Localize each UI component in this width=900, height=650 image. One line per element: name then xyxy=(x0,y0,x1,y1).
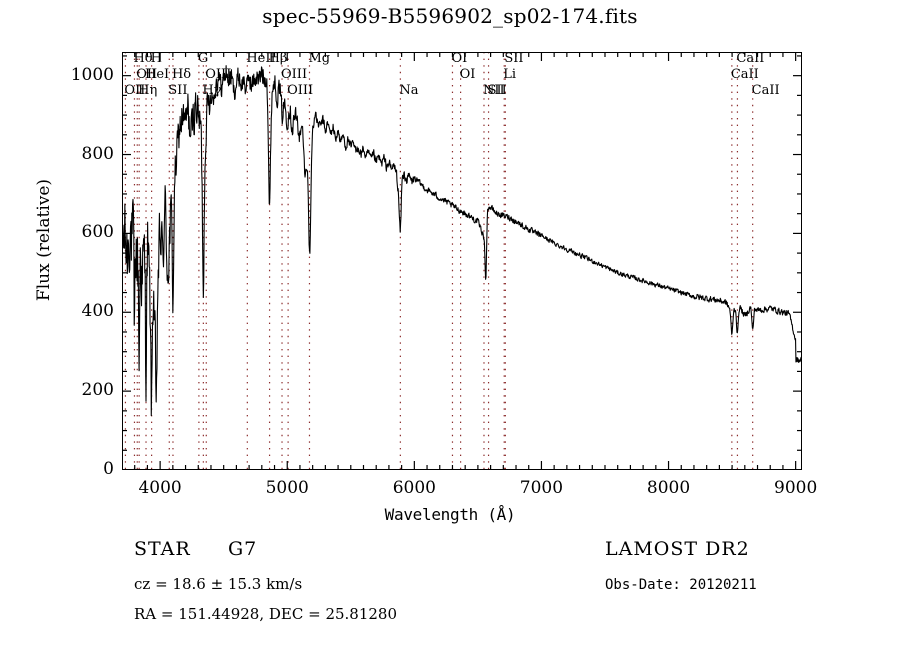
spectral-line-label: Hθ xyxy=(133,51,153,66)
spectral-line-label: CaII xyxy=(736,51,765,66)
spectral-line-label: Li xyxy=(503,67,516,82)
y-tick-label: 600 xyxy=(81,222,114,243)
spectral-line-label: OII xyxy=(136,67,158,82)
x-tick-label: 7000 xyxy=(519,478,564,498)
y-tick-label: 1000 xyxy=(70,64,114,85)
y-tick-label: 800 xyxy=(81,143,114,164)
x-tick-label: 5000 xyxy=(265,478,309,498)
spectral-line-label: HeI xyxy=(145,67,170,82)
spectral-line-label: G xyxy=(197,51,209,66)
plot-frame xyxy=(122,52,802,470)
footer-coords: RA = 151.44928, DEC = 25.81280 xyxy=(134,605,398,623)
footer-spectral-class: G7 xyxy=(228,538,258,560)
spectral-line-label: OII xyxy=(124,83,146,98)
spectral-line-label: OIII xyxy=(205,67,232,82)
spectral-line-label: SII xyxy=(504,51,524,66)
x-tick-label: 9000 xyxy=(774,478,818,498)
spectral-line-label: Hδ xyxy=(171,67,192,82)
y-tick-label: 400 xyxy=(81,301,114,322)
spectral-line-label: CaII xyxy=(730,67,759,82)
spectral-line-label: SII xyxy=(168,83,188,98)
spectral-line-label: OIII xyxy=(281,67,308,82)
figure-title: spec-55969-B5596902_sp02-174.fits xyxy=(262,4,638,28)
spectral-line-label: SII xyxy=(487,83,507,98)
x-tick-label: 6000 xyxy=(392,478,436,498)
spectral-line-label: OI xyxy=(459,67,476,82)
spectrum-trace xyxy=(122,65,802,417)
spectral-line-label: CaII xyxy=(751,83,780,98)
footer-obs-date: Obs-Date: 20120211 xyxy=(605,577,757,593)
y-tick-label: 200 xyxy=(81,380,114,401)
footer-object-type: STAR xyxy=(134,538,191,560)
plot-area xyxy=(122,52,802,470)
x-tick-label: 8000 xyxy=(646,478,691,498)
spectral-line-label: Hβ xyxy=(268,51,288,66)
spectral-line-label: Hγ xyxy=(202,83,222,98)
spectral-line-label: NII xyxy=(482,83,505,98)
spectral-line-label: H xyxy=(150,51,162,66)
spectral-line-label: Mg xyxy=(308,51,331,66)
spectral-line-label: HeII xyxy=(246,51,276,66)
spectral-line-label: Na xyxy=(399,83,419,98)
spectral-line-label: Hη xyxy=(138,83,158,98)
x-axis-title: Wavelength (Å) xyxy=(384,505,516,524)
spectral-line-label: OIII xyxy=(287,83,314,98)
footer-survey: LAMOST DR2 xyxy=(605,538,750,560)
spectral-line-label: OI xyxy=(451,51,468,66)
footer-cz: cz = 18.6 ± 15.3 km/s xyxy=(134,575,303,593)
y-tick-label: 0 xyxy=(103,459,114,479)
x-tick-label: 4000 xyxy=(138,478,182,498)
